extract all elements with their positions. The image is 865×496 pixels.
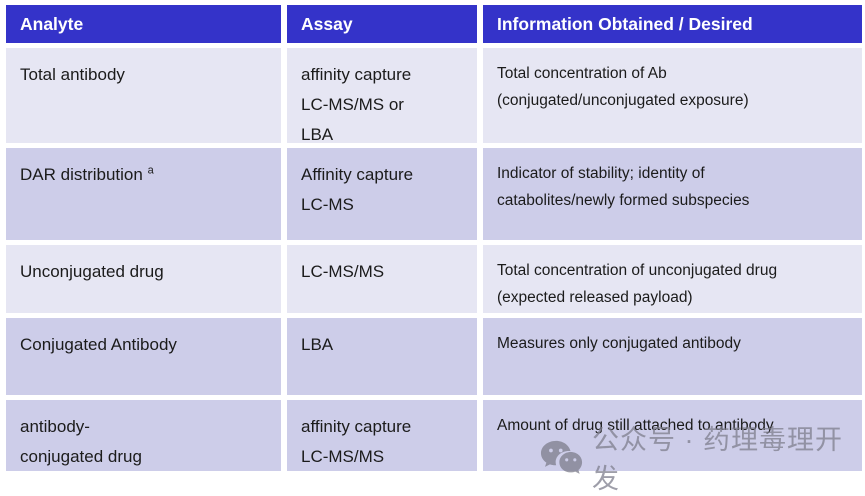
- table-row-conjugated-antibody: Conjugated Antibody LBA Measures only co…: [6, 318, 862, 395]
- header-information: Information Obtained / Desired: [483, 5, 862, 43]
- info-cell: Amount of drug still attached to antibod…: [483, 400, 862, 471]
- analyte-cell: Conjugated Antibody: [6, 318, 281, 395]
- analyte-cell: DAR distribution a: [6, 148, 281, 240]
- analyte-text: DAR distribution: [20, 165, 143, 184]
- table-row-unconjugated-drug: Unconjugated drug LC-MS/MS Total concent…: [6, 245, 862, 313]
- assay-cell: affinity capture LC-MS/MS or LBA: [287, 48, 477, 144]
- table-row-dar-distribution: DAR distribution a Affinity capture LC-M…: [6, 148, 862, 240]
- assay-cell: affinity capture LC-MS/MS: [287, 400, 477, 471]
- analyte-assay-table: Analyte Assay Information Obtained / Des…: [6, 5, 862, 471]
- table-header-row: Analyte Assay Information Obtained / Des…: [6, 5, 862, 43]
- table-row-antibody-conjugated-drug: antibody- conjugated drug affinity captu…: [6, 400, 862, 471]
- assay-cell: Affinity capture LC-MS: [287, 148, 477, 240]
- analyte-cell: antibody- conjugated drug: [6, 400, 281, 471]
- info-cell: Measures only conjugated antibody: [483, 318, 862, 395]
- info-cell: Total concentration of unconjugated drug…: [483, 245, 862, 313]
- assay-cell: LBA: [287, 318, 477, 395]
- assay-cell: LC-MS/MS: [287, 245, 477, 313]
- analyte-cell: Total antibody: [6, 48, 281, 143]
- footnote-marker: a: [147, 164, 154, 177]
- header-analyte: Analyte: [6, 5, 281, 43]
- table-row-total-antibody: Total antibody affinity capture LC-MS/MS…: [6, 48, 862, 144]
- info-cell: Indicator of stability; identity of cata…: [483, 148, 862, 240]
- info-cell: Total concentration of Ab (conjugated/un…: [483, 48, 862, 143]
- header-assay: Assay: [287, 5, 477, 43]
- analyte-cell: Unconjugated drug: [6, 245, 281, 313]
